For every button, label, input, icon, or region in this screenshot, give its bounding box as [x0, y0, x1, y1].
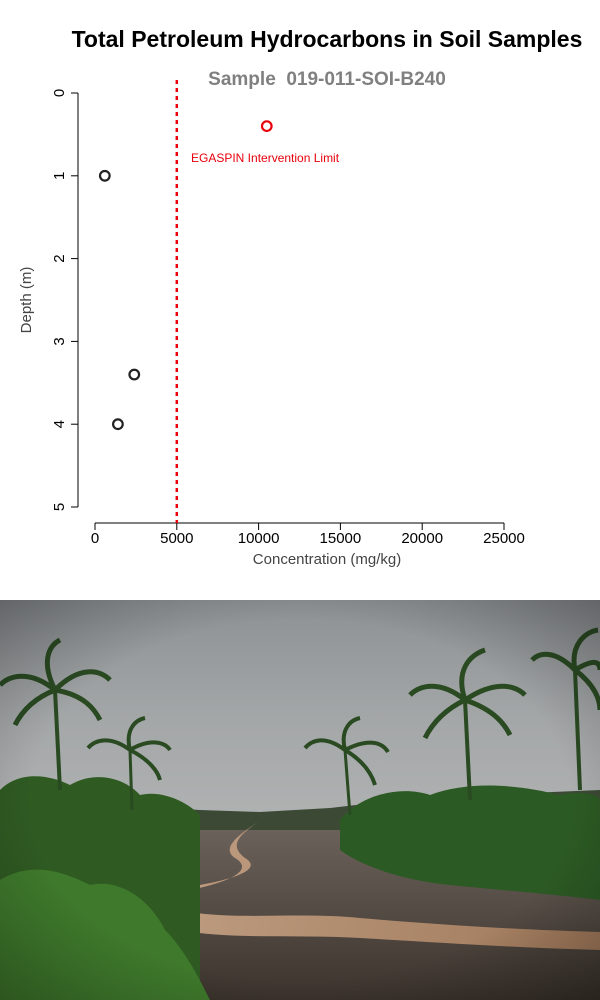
data-point [128, 368, 141, 381]
y-axis-label: Depth (m) [18, 267, 35, 334]
plot-area: 0 5000 10000 15000 20000 25000 0 1 2 3 4 5 [51, 80, 525, 547]
data-point [98, 169, 111, 182]
y-tick-label: 3 [51, 337, 68, 345]
x-tick-label: 0 [91, 530, 99, 547]
y-tick-label: 0 [51, 89, 68, 97]
reference-line-label: EGASPIN Intervention Limit [191, 151, 340, 165]
y-tick-label: 2 [51, 254, 68, 262]
x-tick-label: 15000 [320, 530, 362, 547]
y-tick-label: 5 [51, 503, 68, 511]
photo-vignette [0, 600, 600, 1000]
chart-title: Total Petroleum Hydrocarbons in Soil Sam… [72, 26, 583, 52]
x-tick-label: 5000 [160, 530, 193, 547]
data-point [260, 120, 273, 133]
y-tick-label: 1 [51, 172, 68, 180]
data-point [112, 418, 124, 431]
oil-spill-site-photo [0, 600, 600, 1000]
chart-subtitle: Sample 019-011-SOI-B240 [208, 69, 446, 90]
landscape-photo-illustration [0, 600, 600, 1000]
x-tick-label: 25000 [483, 530, 525, 547]
x-tick-label: 10000 [238, 530, 280, 547]
tph-scatter-chart: Total Petroleum Hydrocarbons in Soil Sam… [18, 26, 583, 568]
x-tick-label: 20000 [401, 530, 443, 547]
chart-panel: Total Petroleum Hydrocarbons in Soil Sam… [18, 26, 583, 568]
y-tick-label: 4 [51, 420, 68, 428]
x-axis-label: Concentration (mg/kg) [253, 551, 401, 568]
